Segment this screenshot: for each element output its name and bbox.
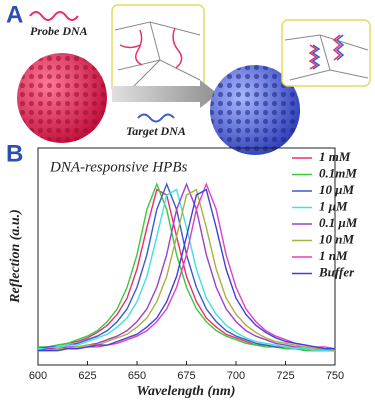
target-strand [137, 113, 175, 123]
chart-title: DNA-responsive HPBs [49, 159, 187, 175]
target-label: Target DNA [126, 124, 186, 138]
probe-strand [29, 11, 79, 21]
series-line [38, 188, 335, 352]
legend-label: 10 μM [319, 182, 354, 197]
duplex [311, 34, 345, 70]
legend-label: 1 mM [319, 149, 351, 164]
network [284, 34, 369, 81]
x-tick-label: 750 [326, 370, 344, 382]
y-axis-label: Reflection (a.u.) [8, 209, 23, 304]
panel-label: B [6, 140, 23, 167]
series-line [38, 182, 336, 352]
probe-label: Probe DNA [30, 24, 88, 38]
probe-chains [119, 27, 183, 69]
series-line [37, 182, 335, 352]
duplex [308, 34, 342, 70]
series-line [38, 188, 335, 352]
legend-label: 0.1 μM [319, 215, 358, 230]
legend-label: 1 μM [319, 198, 348, 213]
red-sphere-pores [17, 53, 107, 143]
x-tick-label: 650 [128, 370, 146, 382]
legend-label: 0.1mM [319, 165, 357, 180]
x-tick-label: 725 [276, 370, 294, 382]
inset-target [281, 19, 371, 87]
x-tick-label: 625 [78, 370, 96, 382]
series-line [37, 188, 335, 352]
series-line [37, 182, 336, 352]
legend-label: 1 nM [319, 248, 348, 263]
x-tick-label: 700 [227, 370, 245, 382]
series-line [38, 188, 336, 352]
legend-label: Buffer [318, 264, 355, 279]
blue-sphere-pores [210, 65, 300, 155]
x-tick-label: 600 [29, 370, 47, 382]
legend-label: 10 nM [319, 231, 354, 246]
network [114, 21, 201, 91]
arrow [112, 80, 218, 108]
inset-probe [111, 4, 205, 94]
x-tick-label: 675 [177, 370, 195, 382]
x-axis-label: Wavelength (nm) [137, 384, 236, 399]
panel-label: A [6, 1, 23, 28]
series-line [38, 182, 335, 352]
